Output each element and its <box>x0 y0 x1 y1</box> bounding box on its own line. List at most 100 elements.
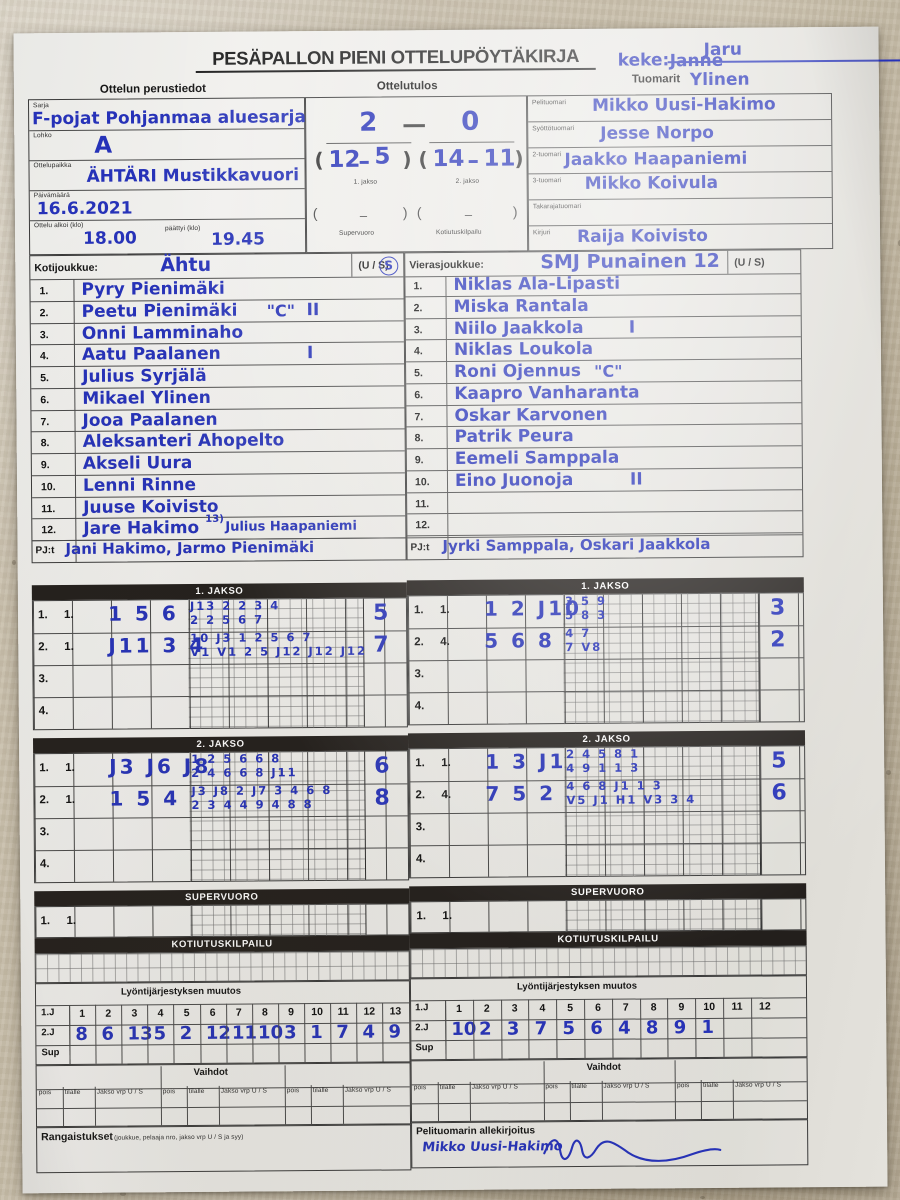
home-us-selected-letter: S <box>384 258 394 273</box>
batting-col-number: 2 <box>105 1007 112 1020</box>
score-row-total: 5 <box>771 748 787 774</box>
roster-row-number: 5. <box>40 372 49 385</box>
ref-value-2: Jaakko Haapaniemi <box>564 148 748 171</box>
score-row-label: 3. <box>38 673 49 686</box>
roster-player-name: Jare Hakimo <box>83 518 200 540</box>
batting-col-number: 3 <box>131 1007 138 1020</box>
ref-label-2: 2-tuomari <box>532 151 562 159</box>
batting-order-value: 5 <box>153 1023 167 1045</box>
batting-col-number: 11 <box>731 1000 743 1013</box>
score-detail-bottom: 2 2 5 6 7 <box>190 612 265 628</box>
batting-order-value: 12 <box>205 1022 231 1044</box>
roster-roman-mark: II <box>629 469 643 490</box>
batting-order-value: 8 <box>645 1017 659 1039</box>
score-detail-bottom: V1 V1 2 5 J12 J12 J12 <box>190 643 368 660</box>
subs-col-header: pois <box>676 1082 690 1090</box>
batting-col-number: 4 <box>157 1007 164 1020</box>
score-runs: 1 5 6 <box>107 601 179 626</box>
roster-player-name: Oskar Karvonen <box>454 404 608 426</box>
score-row-label: 3. <box>414 668 425 681</box>
away-substitutions-title: Vaihdot <box>586 1061 621 1073</box>
result-sv-label: Supervuoro <box>339 229 375 237</box>
roster-player-name: Peetu Pienimäki <box>81 300 238 322</box>
page-title: PESÄPALLON PIENI OTTELUPÖYTÄKIRJA <box>195 44 596 73</box>
result-p2-close: ) <box>514 146 524 171</box>
result-p2-home: 14 <box>432 145 465 173</box>
roster-extra-name: Julius Haapaniemi <box>225 518 357 536</box>
batting-order-value: 9 <box>673 1017 687 1039</box>
result-sv-sep: – <box>359 207 368 223</box>
roster-row-number: 9. <box>414 454 424 467</box>
label-basic-info: Ottelun perustiedot <box>99 82 207 96</box>
score-inning-label: 1. <box>64 640 74 654</box>
batting-order-value: 2 <box>479 1018 492 1040</box>
batting-col-number: 10 <box>311 1006 323 1019</box>
batting-order-value: 11 <box>231 1022 258 1044</box>
batting-row3-label: Sup <box>415 1042 434 1054</box>
score-inning-label: 4. <box>441 789 452 802</box>
roster-player-name: Eemeli Samppala <box>454 447 620 469</box>
batting-col-number: 8 <box>261 1006 268 1019</box>
home-coach-value: Jani Hakimo, Jarmo Pienimäki <box>65 538 315 559</box>
home-sv-row-label: 1. <box>40 915 51 928</box>
away-sv-row-label: 1. <box>416 910 427 923</box>
batting-col-number: 4 <box>539 1002 546 1015</box>
field-label-ottelupaikka: Ottelupaikka <box>33 161 72 170</box>
batting-row3-label: Sup <box>41 1047 60 1059</box>
field-value-start: 18.00 <box>82 228 137 249</box>
ref-label-0: Pelituomari <box>531 99 567 107</box>
roster-player-name: Aleksanteri Ahopelto <box>82 430 285 453</box>
score-detail-top: 2 4 5 8 1 <box>566 746 641 762</box>
penalties-label: Rangaistukset <box>41 1130 113 1144</box>
score-inning-label: 1. <box>65 793 76 807</box>
score-detail-bottom: 7 V8 <box>565 639 603 655</box>
roster-row-number: 10. <box>414 475 430 489</box>
subs-col-header: pois <box>286 1087 300 1095</box>
roster-player-name: Jooa Paalanen <box>82 409 218 431</box>
score-row-label: 3. <box>415 821 426 834</box>
roster-player-name: Lenni Rinne <box>82 474 197 496</box>
signature-label: Pelituomarin allekirjoitus <box>416 1125 536 1138</box>
roster-row-number: 4. <box>413 345 423 358</box>
roster-player-name: Kaapro Vanharanta <box>454 382 640 404</box>
away-coach-label: PJ:t <box>410 542 430 554</box>
roster-player-name: Niklas Loukola <box>453 339 594 361</box>
roster-player-name: Niklas Ala-Lipasti <box>453 273 621 295</box>
batting-order-value: 13 <box>127 1023 153 1045</box>
score-inning-label: 4. <box>440 636 450 649</box>
subs-col-header: Jakso vrp U / S <box>603 1082 650 1090</box>
score-row-label: 4. <box>39 858 50 871</box>
result-sv-close: ) <box>402 204 408 221</box>
home-team-label: Kotijoukkue: <box>34 261 98 275</box>
scoresheet-paper: PESÄPALLON PIENI OTTELUPÖYTÄKIRJA keke: … <box>13 26 888 1194</box>
batting-order-value: 4 <box>362 1021 376 1043</box>
batting-order-value: 1 <box>310 1022 323 1044</box>
score-runs: 7 5 2 <box>485 781 557 806</box>
batting-col-number: 7 <box>235 1006 242 1019</box>
roster-player-name: Patrik Peura <box>454 426 574 448</box>
batting-order-value: 1 <box>701 1016 715 1039</box>
keke-note-value2: Ylinen <box>689 69 750 91</box>
score-detail-bottom: 2 4 6 6 8 J11 <box>191 765 298 781</box>
roster-row-number: 6. <box>40 393 50 406</box>
penalties-hint: (joukkue, pelaaja nro, jakso vrp U / S j… <box>114 1133 244 1142</box>
score-row-label: 1. <box>413 604 424 617</box>
result-dash: — <box>402 110 427 139</box>
label-result: Ottelutulos <box>376 80 438 93</box>
batting-order-value: 6 <box>101 1023 115 1045</box>
score-row-label: 2. <box>415 789 426 802</box>
score-inning-label: 1. <box>439 604 450 617</box>
batting-col-number: 12 <box>363 1005 376 1018</box>
score-row-label: 2. <box>39 794 50 807</box>
batting-order-value: 5 <box>562 1018 576 1040</box>
result-p2-away: 11 <box>483 145 516 172</box>
subs-col-header: tilalle <box>64 1088 81 1097</box>
roster-player-name: Aatu Paalanen <box>81 344 221 366</box>
roster-player-name: Miska Rantala <box>453 295 589 317</box>
score-inning-label: 1. <box>63 608 74 622</box>
ref-label-1: Syöttötuomari <box>532 125 575 133</box>
field-label-start: Ottelu alkoi (klo) <box>33 221 84 230</box>
score-detail-top: 1 2 5 6 6 8 <box>191 751 282 767</box>
roster-row-number: 8. <box>40 437 50 450</box>
score-detail-top: 4 6 8 J1 1 3 <box>566 778 663 794</box>
